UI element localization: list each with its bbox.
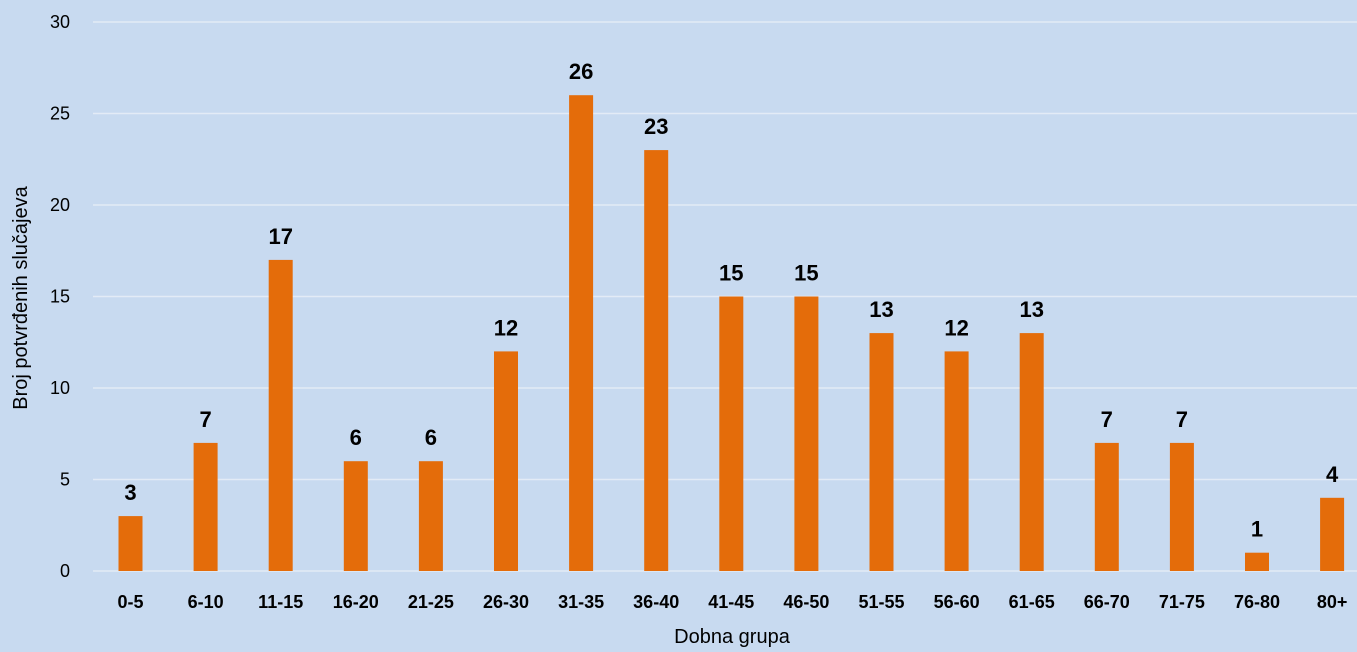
bar-0-5 xyxy=(118,516,143,571)
x-tick-label-71-75: 71-75 xyxy=(1159,592,1205,612)
data-label-71-75: 7 xyxy=(1176,407,1188,432)
data-label-80+: 4 xyxy=(1326,462,1339,487)
y-tick-label: 30 xyxy=(50,12,70,32)
bar-76-80 xyxy=(1245,552,1269,571)
data-label-41-45: 15 xyxy=(719,261,743,286)
data-label-31-35: 26 xyxy=(569,59,593,84)
x-tick-label-51-55: 51-55 xyxy=(858,592,904,612)
data-label-61-65: 13 xyxy=(1019,297,1043,322)
bar-11-15 xyxy=(268,259,293,571)
x-tick-label-6-10: 6-10 xyxy=(188,592,224,612)
y-axis-tick-labels: 0 5 10 15 20 25 30 xyxy=(50,12,70,581)
bar-56-60 xyxy=(944,351,969,571)
bar-80+ xyxy=(1320,497,1345,571)
x-tick-label-26-30: 26-30 xyxy=(483,592,529,612)
bar-6-10 xyxy=(193,442,218,571)
bar-36-40 xyxy=(644,150,669,571)
data-label-51-55: 13 xyxy=(869,297,893,322)
bar-26-30 xyxy=(494,351,518,571)
data-label-16-20: 6 xyxy=(350,425,362,450)
bar-41-45 xyxy=(719,296,744,571)
bar-71-75 xyxy=(1169,442,1194,571)
data-label-56-60: 12 xyxy=(944,315,968,340)
x-tick-label-31-35: 31-35 xyxy=(558,592,604,612)
bar-66-70 xyxy=(1094,442,1119,571)
data-label-36-40: 23 xyxy=(644,114,668,139)
x-axis-category-labels: 0-5 6-10 11-15 16-20 21-25 26-30 31-35 36-40 41-… xyxy=(117,592,1347,612)
data-label-0-5: 3 xyxy=(124,480,136,505)
x-axis-title: Dobna grupa xyxy=(674,626,791,648)
bar-21-25 xyxy=(418,461,443,571)
x-tick-label-36-40: 36-40 xyxy=(633,592,679,612)
bar-16-20 xyxy=(343,461,368,571)
y-axis-title: Broj potvrđenih slučajeva xyxy=(10,185,32,409)
y-tick-label: 25 xyxy=(50,104,70,124)
bars xyxy=(118,95,1345,571)
x-tick-label-21-25: 21-25 xyxy=(408,592,454,612)
bar-31-35 xyxy=(569,95,594,571)
x-tick-label-61-65: 61-65 xyxy=(1009,592,1055,612)
x-tick-label-41-45: 41-45 xyxy=(708,592,754,612)
x-tick-label-76-80: 76-80 xyxy=(1234,592,1280,612)
y-tick-label: 10 xyxy=(50,378,70,398)
data-label-26-30: 12 xyxy=(494,315,518,340)
y-tick-label: 0 xyxy=(60,561,70,581)
x-tick-label-66-70: 66-70 xyxy=(1084,592,1130,612)
bar-51-55 xyxy=(869,333,894,571)
data-label-21-25: 6 xyxy=(425,425,437,450)
bar-46-50 xyxy=(794,296,819,571)
x-tick-label-16-20: 16-20 xyxy=(333,592,379,612)
x-tick-label-80+: 80+ xyxy=(1317,592,1348,612)
x-tick-label-46-50: 46-50 xyxy=(783,592,829,612)
x-tick-label-11-15: 11-15 xyxy=(258,592,303,612)
x-tick-label-56-60: 56-60 xyxy=(934,592,980,612)
data-label-66-70: 7 xyxy=(1101,407,1113,432)
data-labels: 3 7 17 6 6 12 26 23 15 15 13 12 13 7 7 1 4 xyxy=(124,59,1339,542)
data-label-76-80: 1 xyxy=(1251,517,1263,542)
data-label-6-10: 7 xyxy=(199,407,211,432)
data-label-11-15: 17 xyxy=(268,224,292,249)
y-tick-label: 15 xyxy=(50,287,70,307)
x-tick-label-0-5: 0-5 xyxy=(117,592,143,612)
y-tick-label: 5 xyxy=(60,470,70,490)
y-tick-label: 20 xyxy=(50,195,70,215)
data-label-46-50: 15 xyxy=(794,261,818,286)
bar-61-65 xyxy=(1019,333,1044,571)
